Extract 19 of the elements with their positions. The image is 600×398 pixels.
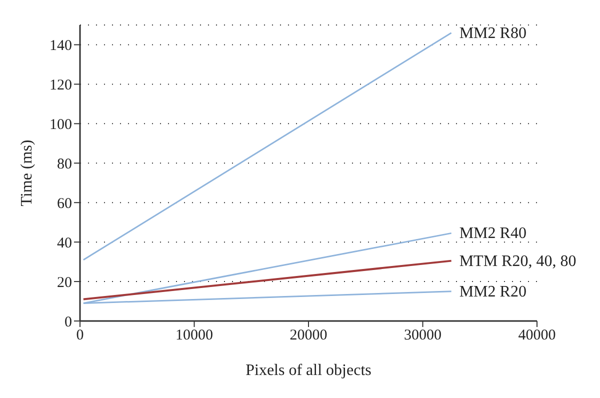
y-tick-label: 60 bbox=[57, 196, 72, 212]
series-label: MM2 R20 bbox=[459, 283, 526, 300]
y-tick-label: 20 bbox=[57, 274, 72, 291]
y-tick-label: 80 bbox=[57, 156, 72, 172]
y-tick-label: 0 bbox=[64, 314, 72, 330]
series-label: MM2 R40 bbox=[459, 225, 526, 242]
y-tick-label: 100 bbox=[50, 116, 72, 133]
series-label: MM2 R80 bbox=[459, 24, 526, 42]
y-tick-label: 40 bbox=[57, 235, 72, 252]
x-axis-title: Pixels of all objects bbox=[246, 362, 372, 379]
series-label: MTM R20, 40, 80 bbox=[459, 252, 576, 270]
x-tick-label: 30000 bbox=[404, 328, 442, 344]
x-tick-label: 0 bbox=[76, 328, 84, 344]
y-tick-label: 120 bbox=[50, 78, 72, 94]
y-tick-label: 140 bbox=[50, 38, 72, 54]
x-tick-label: 10000 bbox=[176, 328, 213, 344]
y-axis-title: Time (ms) bbox=[18, 140, 36, 206]
x-tick-label: 20000 bbox=[290, 328, 328, 344]
x-tick-label: 40000 bbox=[518, 328, 556, 344]
